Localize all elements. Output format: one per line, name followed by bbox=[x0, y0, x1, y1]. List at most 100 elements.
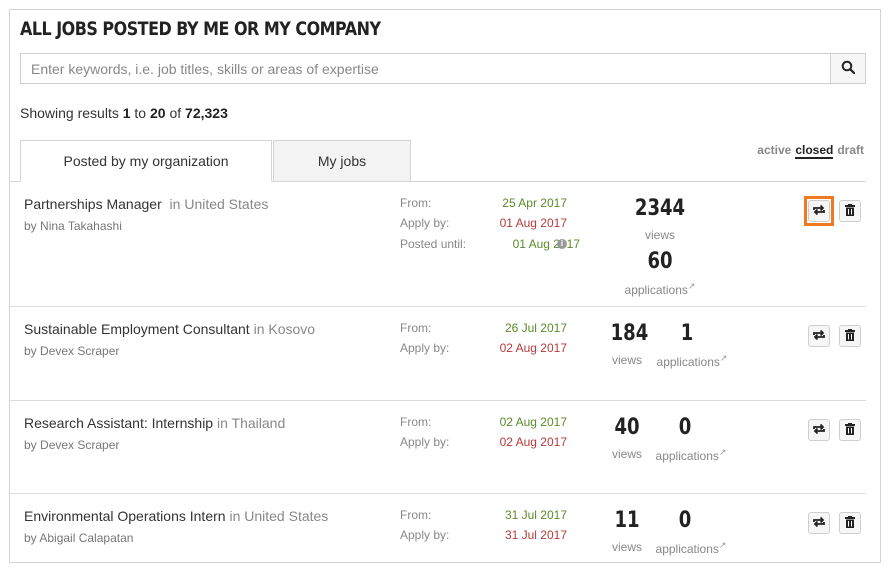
repost-button[interactable] bbox=[808, 325, 830, 347]
results-to-word: to bbox=[130, 105, 150, 121]
apply-by-date: 02 Aug 2017 bbox=[499, 435, 567, 449]
applications-link[interactable]: applications↗ bbox=[651, 447, 731, 463]
job-location: Thailand bbox=[231, 415, 286, 431]
job-title-line: Environmental Operations Intern in Unite… bbox=[24, 508, 328, 524]
job-author: Nina Takahashi bbox=[40, 219, 122, 233]
filter-closed[interactable]: closed bbox=[795, 143, 834, 159]
job-author: Devex Scraper bbox=[40, 344, 120, 358]
repost-icon bbox=[812, 329, 826, 344]
repost-icon bbox=[812, 423, 826, 438]
repost-button[interactable] bbox=[808, 200, 830, 222]
tab-my-jobs[interactable]: My jobs bbox=[273, 140, 411, 182]
job-author: Devex Scraper bbox=[40, 438, 120, 452]
jobs-panel: ALL JOBS POSTED BY ME OR MY COMPANY Show… bbox=[9, 9, 881, 563]
job-byline: by Devex Scraper bbox=[24, 438, 119, 452]
job-byline: by Devex Scraper bbox=[24, 344, 119, 358]
job-by-word: by bbox=[24, 344, 37, 358]
trash-icon bbox=[845, 515, 855, 531]
job-by-word: by bbox=[24, 438, 37, 452]
applications-link[interactable]: applications↗ bbox=[620, 281, 700, 297]
views-label: views bbox=[644, 228, 675, 242]
apply-by-date: 01 Aug 2017 bbox=[499, 216, 567, 230]
applications-link[interactable]: applications↗ bbox=[651, 540, 731, 556]
results-summary: Showing results 1 to 20 of 72,323 bbox=[20, 105, 228, 121]
job-author: Abigail Calapatan bbox=[39, 531, 134, 545]
search-icon bbox=[841, 60, 856, 77]
apply-by-date: 02 Aug 2017 bbox=[499, 341, 567, 355]
job-byline: by Nina Takahashi bbox=[24, 219, 122, 233]
filter-draft[interactable]: draft bbox=[837, 143, 864, 157]
applications-count[interactable]: 0 bbox=[678, 508, 692, 533]
repost-icon bbox=[812, 204, 826, 219]
job-title[interactable]: Environmental Operations Intern bbox=[24, 508, 226, 524]
job-in-word: in bbox=[229, 508, 241, 524]
applications-label: applications bbox=[655, 449, 719, 463]
job-title-line: Sustainable Employment Consultant in Kos… bbox=[24, 321, 315, 337]
tab-divider bbox=[10, 181, 866, 182]
views-label: views bbox=[611, 447, 642, 461]
from-label: From: bbox=[400, 321, 432, 335]
delete-button[interactable] bbox=[839, 200, 861, 222]
applications-link[interactable]: applications↗ bbox=[652, 353, 732, 369]
page-title: ALL JOBS POSTED BY ME OR MY COMPANY bbox=[20, 18, 381, 40]
from-date: 26 Jul 2017 bbox=[504, 321, 567, 335]
search-bar bbox=[20, 53, 866, 84]
apply-by-label: Apply by: bbox=[400, 435, 450, 449]
posted-until-label: Posted until: bbox=[400, 237, 467, 251]
job-by-word: by bbox=[24, 531, 37, 545]
repost-button[interactable] bbox=[808, 512, 830, 534]
repost-icon bbox=[812, 516, 826, 531]
filter-active[interactable]: active bbox=[757, 143, 792, 157]
job-title[interactable]: Research Assistant: Internship bbox=[24, 415, 214, 431]
delete-button[interactable] bbox=[839, 512, 861, 534]
posted-until-date: 01 Aug 2017 bbox=[512, 237, 580, 251]
info-icon[interactable]: i bbox=[557, 239, 567, 249]
views-count: 40 bbox=[614, 415, 640, 440]
from-date: 02 Aug 2017 bbox=[499, 415, 567, 429]
external-link-icon: ↗ bbox=[718, 447, 727, 457]
views-label: views bbox=[611, 353, 642, 367]
job-title[interactable]: Partnerships Manager bbox=[24, 196, 162, 212]
search-button[interactable] bbox=[830, 54, 865, 83]
views-count: 11 bbox=[614, 508, 640, 533]
job-title-line: Partnerships Manager in United States bbox=[24, 196, 268, 212]
job-location: United States bbox=[244, 508, 329, 524]
job-title-line: Research Assistant: Internship in Thaila… bbox=[24, 415, 285, 431]
from-date: 31 Jul 2017 bbox=[504, 508, 567, 522]
results-from: 1 bbox=[122, 105, 131, 121]
job-title[interactable]: Sustainable Employment Consultant bbox=[24, 321, 250, 337]
tab-posted-by-organization[interactable]: Posted by my organization bbox=[20, 140, 272, 182]
trash-icon bbox=[845, 328, 855, 344]
applications-count[interactable]: 60 bbox=[647, 249, 673, 274]
job-row: Environmental Operations Intern in Unite… bbox=[10, 494, 866, 562]
trash-icon bbox=[845, 422, 855, 438]
results-of-word: of bbox=[165, 105, 186, 121]
repost-highlight bbox=[804, 196, 834, 226]
views-count: 2344 bbox=[634, 196, 686, 221]
from-date: 25 Apr 2017 bbox=[502, 196, 567, 210]
applications-count[interactable]: 1 bbox=[680, 321, 694, 346]
job-in-word: in bbox=[217, 415, 228, 431]
from-label: From: bbox=[400, 196, 432, 210]
apply-by-date: 31 Jul 2017 bbox=[504, 528, 567, 542]
views-count: 184 bbox=[610, 321, 649, 346]
search-input[interactable] bbox=[21, 54, 830, 83]
trash-icon bbox=[845, 203, 855, 219]
job-row: Partnerships Manager in United States by… bbox=[10, 182, 866, 307]
applications-count[interactable]: 0 bbox=[678, 415, 692, 440]
apply-by-label: Apply by: bbox=[400, 341, 450, 355]
external-link-icon: ↗ bbox=[687, 281, 696, 291]
results-prefix: Showing results bbox=[20, 105, 123, 121]
results-to: 20 bbox=[149, 105, 166, 121]
status-filter: active closed draft bbox=[757, 143, 864, 159]
job-row: Research Assistant: Internship in Thaila… bbox=[10, 401, 866, 494]
applications-label: applications bbox=[624, 283, 688, 297]
from-label: From: bbox=[400, 415, 432, 429]
repost-button[interactable] bbox=[808, 419, 830, 441]
job-row: Sustainable Employment Consultant in Kos… bbox=[10, 307, 866, 401]
results-total: 72,323 bbox=[185, 105, 228, 121]
job-location: United States bbox=[184, 196, 269, 212]
job-in-word: in bbox=[253, 321, 265, 337]
delete-button[interactable] bbox=[839, 419, 861, 441]
delete-button[interactable] bbox=[839, 325, 861, 347]
